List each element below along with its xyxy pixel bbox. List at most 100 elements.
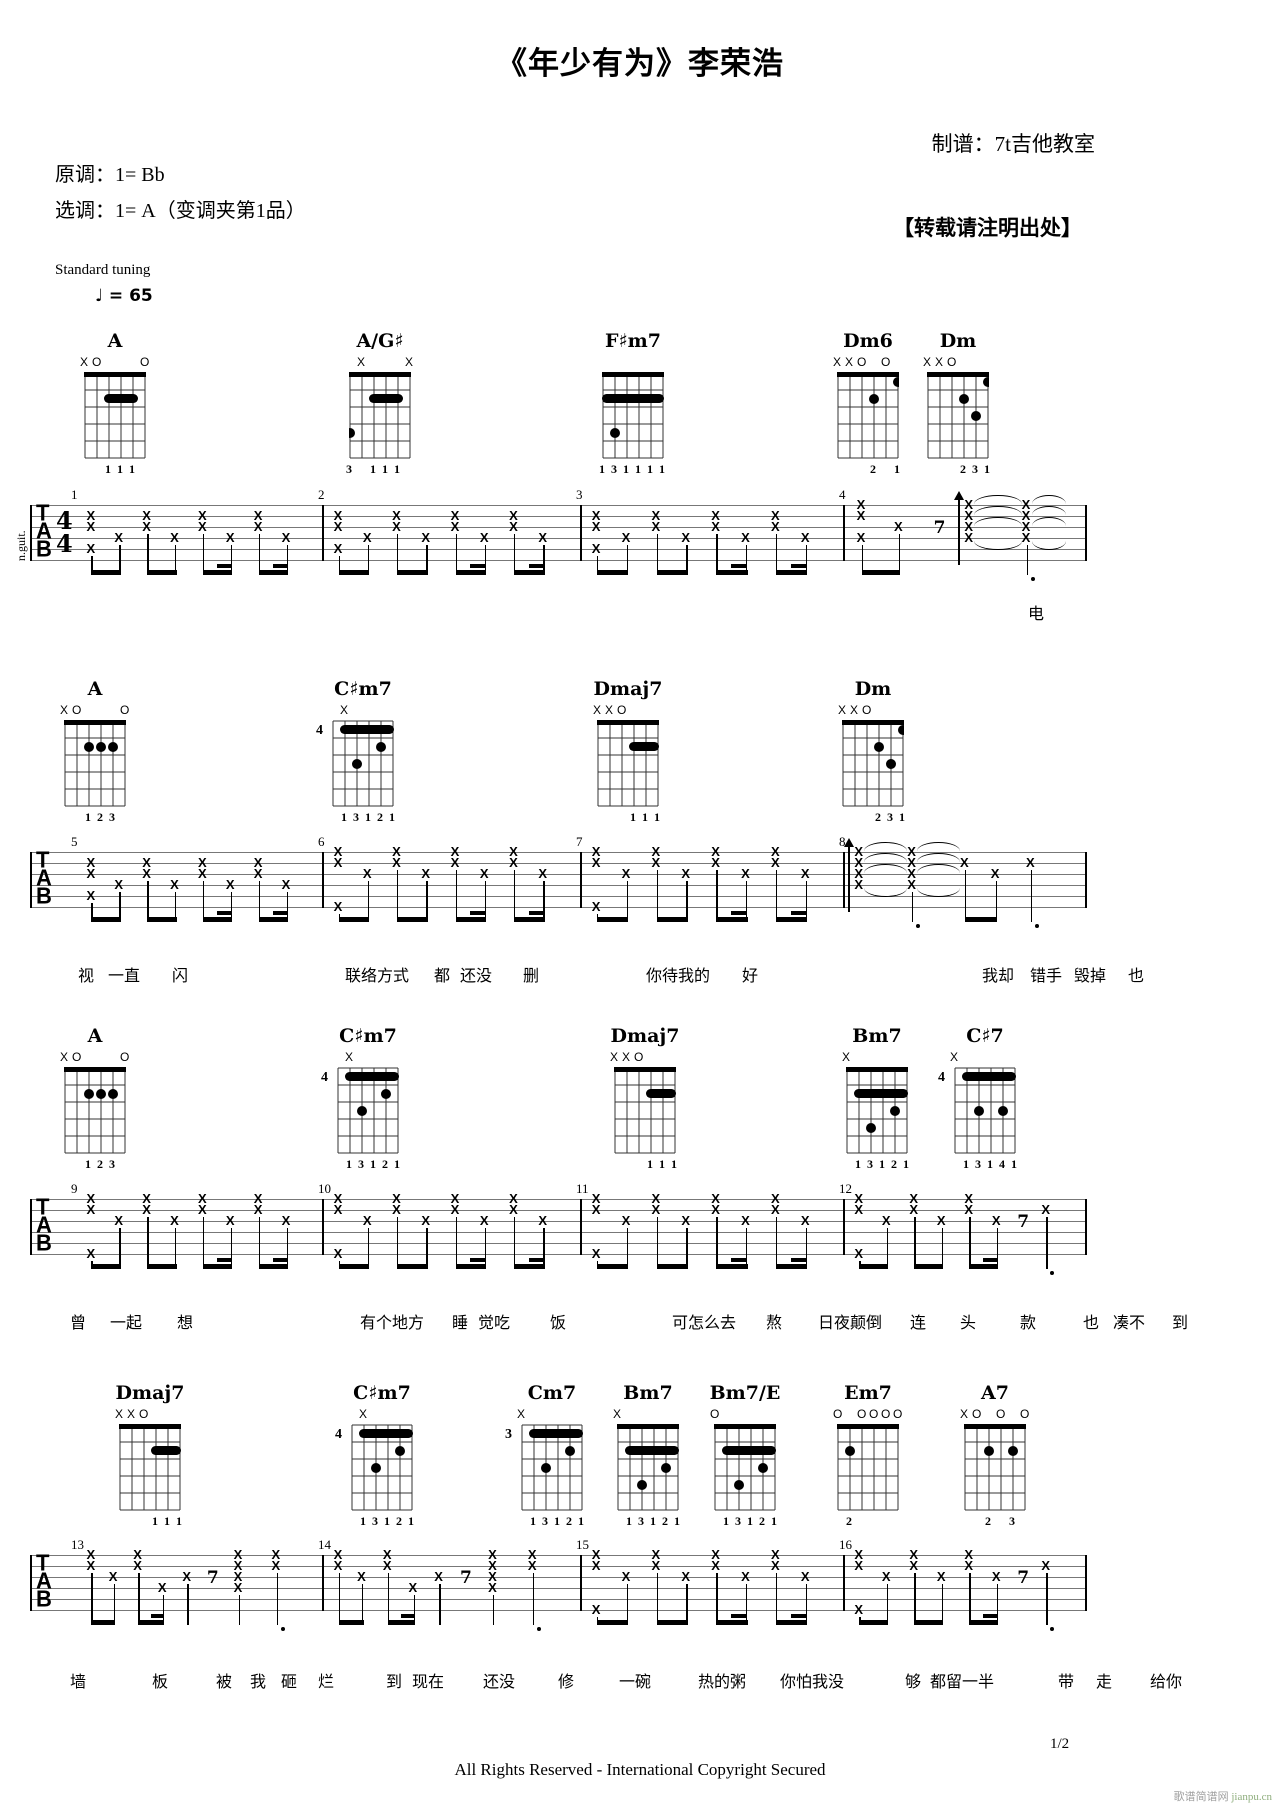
tab-x-note: X xyxy=(271,1558,281,1573)
tab-x-note: X xyxy=(142,519,151,534)
note-stem xyxy=(543,1228,545,1269)
tab-x-note: X xyxy=(333,1191,343,1206)
tab-x-note: X xyxy=(1041,1202,1051,1217)
finger-number: 1 xyxy=(671,1157,677,1171)
barline xyxy=(1085,505,1087,561)
tab-x-note: X xyxy=(538,530,548,545)
tab-x-note: X xyxy=(142,1191,151,1206)
beam xyxy=(147,1264,177,1269)
note-stem xyxy=(996,1228,999,1269)
barline xyxy=(30,1555,32,1611)
beam xyxy=(258,1264,289,1269)
muted-string-marker: X xyxy=(610,1050,619,1064)
tab-x-note: X xyxy=(108,1569,118,1584)
finger-number: 2 xyxy=(662,1514,668,1528)
finger-number: 3 xyxy=(972,462,978,476)
tab-x-note: X xyxy=(362,530,372,545)
finger-number: 1 xyxy=(963,1157,969,1171)
tab-x-note: X xyxy=(450,855,460,870)
chord-name: A xyxy=(87,678,103,700)
barline xyxy=(322,1199,324,1255)
open-string-marker: O xyxy=(947,355,957,369)
finger-number: 1 xyxy=(394,1157,400,1171)
measure-number: 11 xyxy=(576,1181,589,1196)
finger-number: 1 xyxy=(394,462,400,476)
lyric-syllable: 也 xyxy=(1128,968,1145,985)
tab-x-note: X xyxy=(86,541,96,556)
open-string-marker: O xyxy=(120,1050,130,1064)
muted-string-marker: X xyxy=(127,1407,136,1421)
note-stem xyxy=(455,1217,457,1269)
note-stem xyxy=(626,1584,628,1625)
note-stem xyxy=(1046,1573,1048,1625)
chord-name: C♯m7 xyxy=(339,1025,397,1047)
chord-name: Dmaj7 xyxy=(610,1025,680,1047)
finger-number: 1 xyxy=(365,810,371,824)
beam xyxy=(656,570,688,575)
finger-number: 1 xyxy=(152,1514,158,1528)
muted-string-marker: X xyxy=(833,355,842,369)
note-stem xyxy=(914,1573,916,1625)
tab-x-note: X xyxy=(591,541,601,556)
repost-notice: 【转载请注明出处】 xyxy=(893,216,1082,240)
tie-arc xyxy=(1031,506,1066,515)
finger-number: 1 xyxy=(855,1157,861,1171)
tab-x-note: X xyxy=(964,1202,974,1217)
chord-name: A xyxy=(87,1025,103,1047)
lyric-syllable: 可怎么去 xyxy=(672,1315,737,1332)
lyric-syllable: 还没 xyxy=(483,1674,516,1691)
beam xyxy=(514,1264,545,1269)
finger-number: 1 xyxy=(623,462,629,476)
note-stem xyxy=(276,1573,278,1625)
lyric-syllable: 砸 xyxy=(281,1674,298,1691)
note-stem xyxy=(776,534,778,575)
lyric-syllable: 到 xyxy=(386,1674,403,1691)
page-title: 《年少有为》李荣浩 xyxy=(496,46,784,81)
tab-x-note: X xyxy=(856,530,866,545)
staff-line xyxy=(30,527,1087,528)
beam xyxy=(969,1264,999,1269)
tab-x-note: X xyxy=(800,866,810,881)
muted-string-marker: X xyxy=(923,355,932,369)
tab-x-note: X xyxy=(854,1246,864,1261)
tab-x-note: X xyxy=(527,1558,537,1573)
tab-clef-letter: A xyxy=(36,517,52,544)
tab-x-note: X xyxy=(1041,1558,1051,1573)
muted-string-marker: X xyxy=(950,1050,959,1064)
note-stem xyxy=(656,1573,658,1625)
muted-string-marker: X xyxy=(622,1050,631,1064)
tab-x-note: X xyxy=(333,844,343,859)
tab-x-note: X xyxy=(1021,508,1031,523)
tab-x-note: X xyxy=(711,844,720,859)
measure-number: 12 xyxy=(839,1181,852,1196)
chord-diagram xyxy=(119,1424,181,1514)
lyric-syllable: 被 xyxy=(216,1674,233,1691)
lyric-syllable: 现在 xyxy=(412,1674,445,1691)
tab-x-note: X xyxy=(333,519,343,534)
finger-number: 1 xyxy=(1011,1157,1017,1171)
tab-x-note: X xyxy=(1021,519,1031,534)
tab-x-note: X xyxy=(741,1213,750,1228)
note-stem xyxy=(187,1584,189,1625)
note-stem xyxy=(716,1573,718,1625)
beam-double xyxy=(150,1614,163,1618)
beam xyxy=(914,1620,944,1625)
finger-number: 1 xyxy=(408,1514,414,1528)
note-stem xyxy=(899,534,901,575)
chord-diagram xyxy=(84,372,146,462)
tab-x-note: X xyxy=(488,1580,497,1595)
beam xyxy=(914,1264,944,1269)
tie-arc xyxy=(917,888,960,897)
tab-x-note: X xyxy=(197,519,207,534)
chord-diagram xyxy=(837,372,903,462)
staff-line xyxy=(30,852,1087,853)
lyric-syllable: 头 xyxy=(960,1315,977,1332)
tab-x-note: X xyxy=(86,1558,96,1573)
lyric-syllable: 走 xyxy=(1096,1674,1113,1691)
lyric-syllable: 毁掉 xyxy=(1074,968,1107,985)
beam xyxy=(455,917,487,922)
staff-line xyxy=(30,1566,1087,1567)
lyric-syllable: 墙 xyxy=(70,1674,87,1691)
measure-number: 1 xyxy=(71,487,78,502)
tab-x-note: X xyxy=(182,1569,192,1584)
